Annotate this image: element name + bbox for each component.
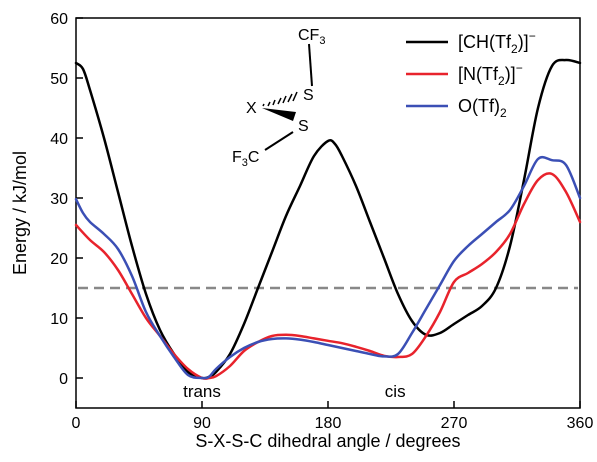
legend: [CH(Tf2)]− [N(Tf2)]− O(Tf)2 xyxy=(406,29,536,120)
series-line-1 xyxy=(74,172,582,380)
x-tick-label: 180 xyxy=(315,415,342,432)
x-tick-label: 90 xyxy=(193,415,211,432)
legend-label-0: [CH(Tf2)]− xyxy=(458,29,536,56)
x-tick-label: 0 xyxy=(72,415,81,432)
y-tick-label: 30 xyxy=(50,191,68,208)
x-atom-label: X xyxy=(246,100,257,117)
x-axis-ticks: 0 90 180 270 360 xyxy=(72,401,594,432)
legend-label-1: [N(Tf2)]− xyxy=(458,61,523,88)
x-axis-label: S-X-S-C dihedral angle / degrees xyxy=(195,431,460,451)
s-bottom-label: S xyxy=(298,118,309,135)
x-tick-label: 360 xyxy=(567,415,594,432)
bond-s-bottom-cf3 xyxy=(264,131,294,151)
y-tick-label: 50 xyxy=(50,71,68,88)
s-top-label: S xyxy=(303,87,314,104)
annotation-1: cis xyxy=(385,382,406,401)
molecule-structure: CF3 S X S F3C xyxy=(232,27,325,169)
f3c-label: F3C xyxy=(232,149,259,169)
series-line-2 xyxy=(74,155,582,380)
annotations: trans cis xyxy=(183,382,405,401)
cf3-top-label: CF3 xyxy=(298,27,325,47)
legend-label-2: O(Tf)2 xyxy=(458,96,507,120)
series-lines xyxy=(74,58,582,380)
series-line-0 xyxy=(74,58,582,380)
y-tick-label: 40 xyxy=(50,131,68,148)
y-tick-label: 20 xyxy=(50,251,68,268)
y-tick-label: 10 xyxy=(50,311,68,328)
x-tick-label: 270 xyxy=(441,415,468,432)
bond-cf3-s-top xyxy=(308,43,313,87)
y-axis-label: Energy / kJ/mol xyxy=(10,151,30,275)
annotation-0: trans xyxy=(183,382,221,401)
hashed-wedge-bond xyxy=(262,91,298,107)
y-axis-ticks: 0 10 20 30 40 50 60 xyxy=(50,11,83,388)
solid-wedge-bond xyxy=(262,108,296,121)
y-tick-label: 0 xyxy=(59,371,68,388)
y-tick-label: 60 xyxy=(50,11,68,28)
